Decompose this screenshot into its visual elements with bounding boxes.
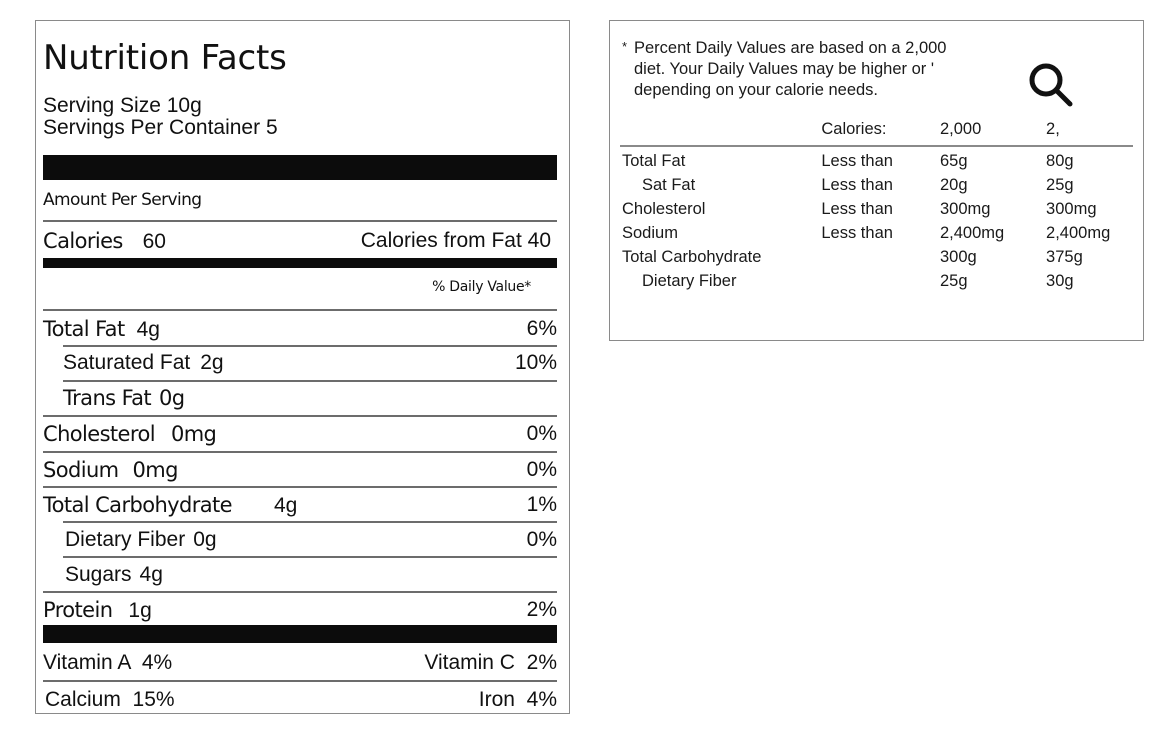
divider — [43, 415, 557, 417]
vitamin-row-1: Vitamin A 4% Vitamin C 2% — [43, 648, 557, 678]
divider — [63, 521, 557, 523]
footnote-line-2: diet. Your Daily Values may be higher or… — [634, 60, 935, 78]
daily-value-header-row: % Daily Value* — [43, 273, 557, 301]
table-header-divider — [620, 145, 1133, 147]
footnote-line-1: * Percent Daily Values are based on a 2,0… — [622, 39, 947, 57]
table-row: Cholesterol Less than 300mg 300mg — [622, 200, 1097, 218]
daily-values-table: Calories: 2,000 2, Total Fat Less than 6… — [622, 117, 1143, 293]
table-row: Total Carbohydrate 300g 375g — [622, 248, 1083, 266]
calories-from-fat: Calories from Fat 40 — [360, 229, 551, 252]
nutrient-row-trans-fat: Trans Fat 0g — [63, 386, 185, 410]
thick-divider — [43, 155, 557, 180]
calcium: Calcium 15% — [45, 688, 175, 711]
daily-values-footnote: * Percent Daily Values are based on a 2,0… — [609, 20, 1144, 341]
iron: Iron 4% — [478, 688, 557, 711]
table-row: Sodium Less than 2,400mg 2,400mg — [622, 224, 1111, 242]
nutrition-facts-label: Nutrition Facts Serving Size 10g Serving… — [35, 20, 570, 714]
nutrient-row-dietary-fiber: Dietary Fiber 0g 0% — [65, 528, 557, 551]
divider — [43, 680, 557, 682]
label-title: Nutrition Facts — [43, 38, 287, 78]
calories-value: 60 — [142, 230, 166, 253]
vitamin-row-2: Calcium 15% Iron 4% — [43, 685, 557, 715]
nutrient-row-saturated-fat: Saturated Fat 2g 10% — [63, 351, 557, 374]
footnote-text: * Percent Daily Values are based on a 2,0… — [622, 36, 946, 101]
nutrient-row-sugars: Sugars 4g — [65, 563, 163, 586]
divider — [63, 345, 557, 347]
nutrient-row-total-carbohydrate: Total Carbohydrate 4g 1% — [43, 493, 557, 517]
calories-row: Calories 60 Calories from Fat 40 — [43, 226, 557, 256]
amount-per-serving-row: Amount Per Serving — [43, 185, 557, 215]
serving-size: Serving Size 10g — [43, 94, 202, 117]
amount-per-serving: Amount Per Serving — [43, 190, 202, 210]
footnote-line-3: depending on your calorie needs. — [634, 81, 879, 99]
nutrient-row-cholesterol: Cholesterol 0mg 0% — [43, 422, 557, 446]
table-row: Sat Fat Less than 20g 25g — [642, 176, 1074, 194]
divider — [43, 220, 557, 222]
nutrient-row-total-fat: Total Fat 4g 6% — [43, 317, 557, 341]
daily-value-header: % Daily Value* — [432, 279, 531, 295]
daily-values-header-row: Calories: 2,000 2, — [821, 120, 1060, 138]
thick-divider — [43, 625, 557, 643]
divider — [43, 486, 557, 488]
divider — [43, 591, 557, 593]
servings-per-container: Servings Per Container 5 — [43, 116, 278, 139]
vitamin-a: Vitamin A 4% — [43, 651, 173, 674]
divider — [43, 451, 557, 453]
nutrient-row-sodium: Sodium 0mg 0% — [43, 458, 557, 482]
magnifier-icon[interactable] — [1022, 56, 1082, 116]
divider — [63, 380, 557, 382]
calories-label: Calories — [43, 229, 123, 253]
nutrient-row-protein: Protein 1g 2% — [43, 598, 557, 622]
divider — [63, 556, 557, 558]
divider — [43, 309, 557, 311]
medium-divider — [43, 258, 557, 268]
table-row: Dietary Fiber 25g 30g — [642, 272, 1074, 290]
table-row: Total Fat Less than 65g 80g — [622, 152, 1074, 170]
vitamin-c: Vitamin C 2% — [424, 651, 557, 674]
